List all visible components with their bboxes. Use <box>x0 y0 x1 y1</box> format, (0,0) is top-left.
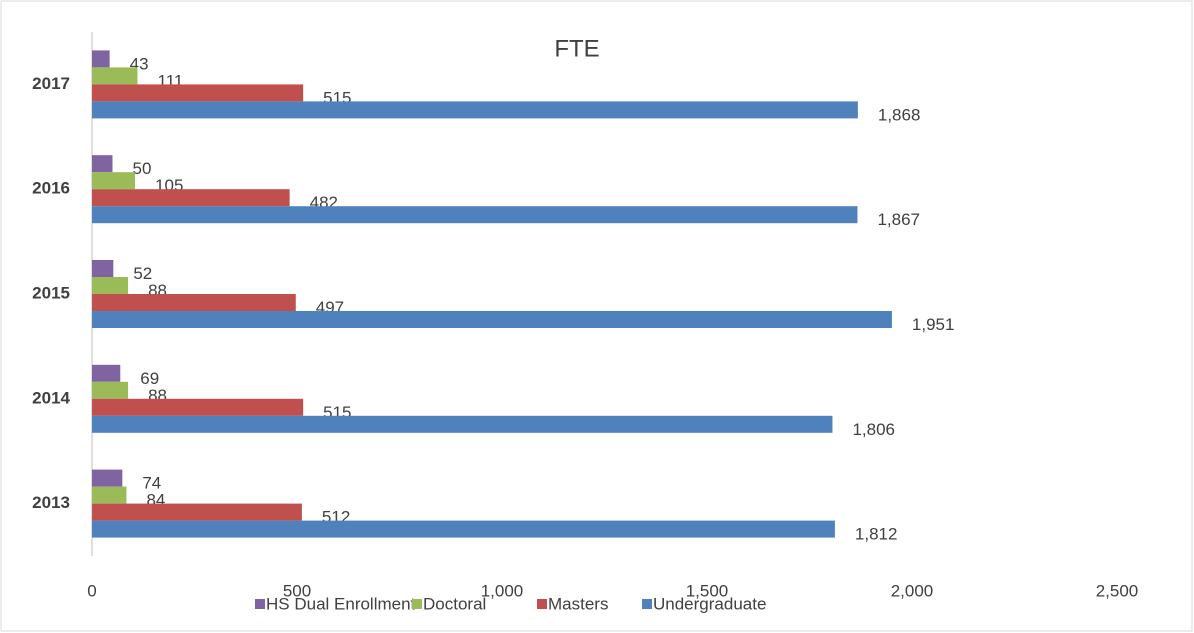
bar <box>92 486 127 504</box>
legend-label: HS Dual Enrollment <box>266 594 416 613</box>
data-label: 1,951 <box>912 315 955 334</box>
bar <box>92 277 129 294</box>
data-label: 1,868 <box>878 105 921 124</box>
x-tick-label: 1,500 <box>686 581 729 600</box>
x-tick-label: 2,000 <box>891 581 934 600</box>
bar <box>92 503 302 521</box>
legend-swatch <box>642 599 652 609</box>
data-label: 1,806 <box>852 420 895 439</box>
x-tick-label: 500 <box>283 581 311 600</box>
bar <box>92 398 304 416</box>
bar <box>92 469 123 487</box>
y-tick-label: 2016 <box>32 179 70 198</box>
data-label: 1,812 <box>855 525 898 544</box>
data-label: 52 <box>133 264 152 283</box>
bar <box>92 84 304 102</box>
bar <box>92 415 833 433</box>
y-tick-label: 2017 <box>32 74 70 93</box>
bar <box>92 189 290 207</box>
bar <box>92 155 113 173</box>
x-tick-label: 1,000 <box>481 581 524 600</box>
legend-swatch <box>537 599 547 609</box>
bar <box>92 364 121 382</box>
data-label: 74 <box>142 474 161 493</box>
legend-swatch <box>412 599 422 609</box>
legend-label: Undergraduate <box>653 594 766 613</box>
bar <box>92 381 129 399</box>
x-tick-label: 0 <box>87 581 96 600</box>
y-tick-label: 2013 <box>32 493 70 512</box>
x-tick-label: 2,500 <box>1096 581 1139 600</box>
bar <box>92 260 114 277</box>
legend-swatch <box>255 599 265 609</box>
y-tick-label: 2015 <box>32 283 70 302</box>
data-label: 69 <box>140 369 159 388</box>
bar <box>92 50 110 68</box>
data-label: 50 <box>133 159 152 178</box>
legend-label: Doctoral <box>423 594 486 613</box>
bar <box>92 206 858 224</box>
bar <box>92 520 835 538</box>
bar <box>92 311 892 328</box>
legend-label: Masters <box>548 594 608 613</box>
data-label: 1,867 <box>877 210 920 229</box>
bar <box>92 67 138 85</box>
bar <box>92 172 136 190</box>
chart-title: FTE <box>554 35 599 62</box>
y-tick-label: 2014 <box>32 388 70 407</box>
bar <box>92 294 296 311</box>
bar <box>92 101 858 119</box>
